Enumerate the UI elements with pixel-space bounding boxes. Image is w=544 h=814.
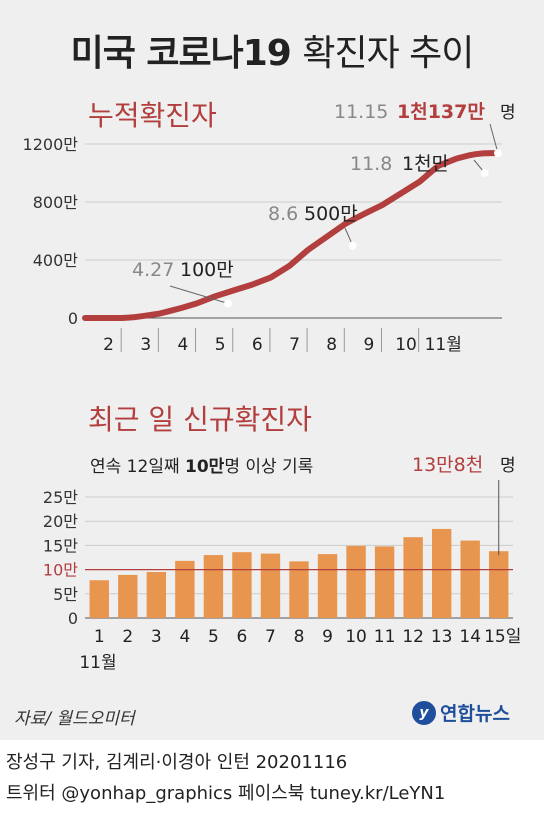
cumulative-x-tick-label: 5: [215, 335, 226, 355]
daily-subtitle-a: 연속 12일째: [90, 457, 185, 477]
cumulative-y-tick-label: 800만: [33, 193, 79, 212]
daily-bar: [203, 555, 224, 618]
daily-bar: [460, 540, 480, 618]
byline: 장성구 기자, 김계리·이경아 인턴 20201116: [6, 752, 348, 773]
daily-x-tick-label: 15일: [484, 627, 521, 647]
daily-y-tick-label: 0: [68, 609, 78, 628]
daily-x-tick-label: 2: [122, 627, 133, 647]
daily-y-tick-label: 15만: [43, 536, 78, 555]
daily-bar: [118, 574, 138, 618]
daily-x-tick-label: 8: [294, 627, 305, 647]
daily-bar: [346, 545, 366, 618]
daily-x-tick-label: 11: [374, 627, 396, 647]
daily-subtitle-c: 명 이상 기록: [224, 457, 314, 477]
cumulative-heading: 누적확진자: [88, 99, 217, 132]
daily-subtitle-bold: 10만: [185, 457, 225, 477]
daily-bar: [89, 580, 109, 618]
cumulative-x-tick-label: 6: [252, 335, 263, 355]
annotation-date: 11.8: [350, 153, 392, 175]
cumulative-series-line: [82, 150, 497, 321]
daily-bar: [489, 551, 509, 618]
annotation-date: 8.6: [268, 203, 298, 225]
source-note: 자료/ 월드오미터: [14, 709, 135, 729]
daily-x-tick-label: 12: [402, 627, 424, 647]
annotation-leader-line: [169, 285, 229, 304]
daily-unit-label: 명: [500, 456, 516, 476]
cumulative-y-tick-label: 1200만: [23, 135, 79, 154]
yonhap-logo-icon: y: [412, 700, 436, 725]
daily-subtitle: 연속 12일째 10만명 이상 기록: [90, 452, 313, 477]
annotation-label: 100만: [180, 259, 234, 281]
daily-bar: [374, 546, 395, 618]
page-title: 미국 코로나19 확진자 추이: [0, 24, 544, 76]
daily-x-tick-label: 5: [208, 627, 219, 647]
cumulative-y-tick-label: 0: [68, 309, 78, 328]
daily-heading: 최근 일 신규확진자: [88, 403, 312, 436]
annotation-date: 4.27: [132, 259, 174, 281]
daily-x-sublabel: 11월: [79, 653, 116, 673]
social-links: 트위터 @yonhap_graphics 페이스북 tuney.kr/LeYN1: [6, 783, 446, 804]
daily-x-tick-label: 7: [265, 627, 276, 647]
daily-bar: [403, 537, 423, 618]
annotation-highlight: 1천137만: [397, 101, 485, 123]
daily-highlight-label: 13만8천: [412, 454, 483, 476]
daily-x-tick-label: 3: [151, 627, 162, 647]
daily-x-tick-label: 14: [459, 627, 481, 647]
title-rest: 확진자 추이: [302, 33, 474, 74]
cumulative-x-tick-label: 10: [395, 335, 417, 355]
yonhap-logo-text: 연합뉴스: [440, 703, 510, 725]
daily-y-tick-label: 5만: [53, 585, 78, 604]
cumulative-x-tick-label: 4: [178, 335, 189, 355]
daily-bar: [289, 561, 309, 618]
cumulative-y-tick-label: 400만: [33, 251, 79, 270]
annotation-label: 500만: [304, 203, 358, 225]
cumulative-x-tick-label: 3: [140, 335, 151, 355]
cumulative-unit-label: 명: [500, 103, 516, 123]
title-main: 미국 코로나19: [70, 33, 292, 74]
daily-y-tick-label: 25만: [43, 488, 78, 507]
cumulative-x-tick-label: 8: [326, 335, 337, 355]
annotation-marker: [348, 241, 357, 250]
daily-bar: [317, 554, 338, 618]
cumulative-x-tick-label: 7: [289, 335, 300, 355]
daily-bar: [260, 553, 281, 618]
daily-bar: [175, 560, 195, 618]
cumulative-x-tick-label: 2: [103, 335, 114, 355]
annotation-marker: [224, 299, 233, 308]
daily-x-tick-label: 10: [345, 627, 367, 647]
annotation-marker: [480, 169, 489, 177]
daily-x-tick-label: 9: [322, 627, 333, 647]
annotation-leader-line: [489, 123, 499, 154]
daily-x-tick-label: 4: [179, 627, 190, 647]
cumulative-x-tick-label: 11월: [425, 335, 462, 355]
annotation-date: 11.15: [334, 101, 388, 123]
yonhap-logo: y 연합뉴스: [412, 699, 510, 726]
daily-x-tick-label: 13: [431, 627, 453, 647]
daily-y-tick-label: 10만: [43, 561, 78, 580]
daily-x-tick-label: 1: [94, 627, 105, 647]
daily-bar: [232, 552, 252, 618]
daily-bar: [146, 572, 167, 618]
cumulative-x-tick-label: 9: [363, 335, 374, 355]
annotation-marker: [494, 149, 502, 158]
daily-y-tick-label: 20만: [43, 512, 78, 531]
daily-x-tick-label: 6: [237, 627, 248, 647]
annotation-label: 1천만: [402, 153, 449, 175]
daily-bar: [431, 528, 452, 618]
